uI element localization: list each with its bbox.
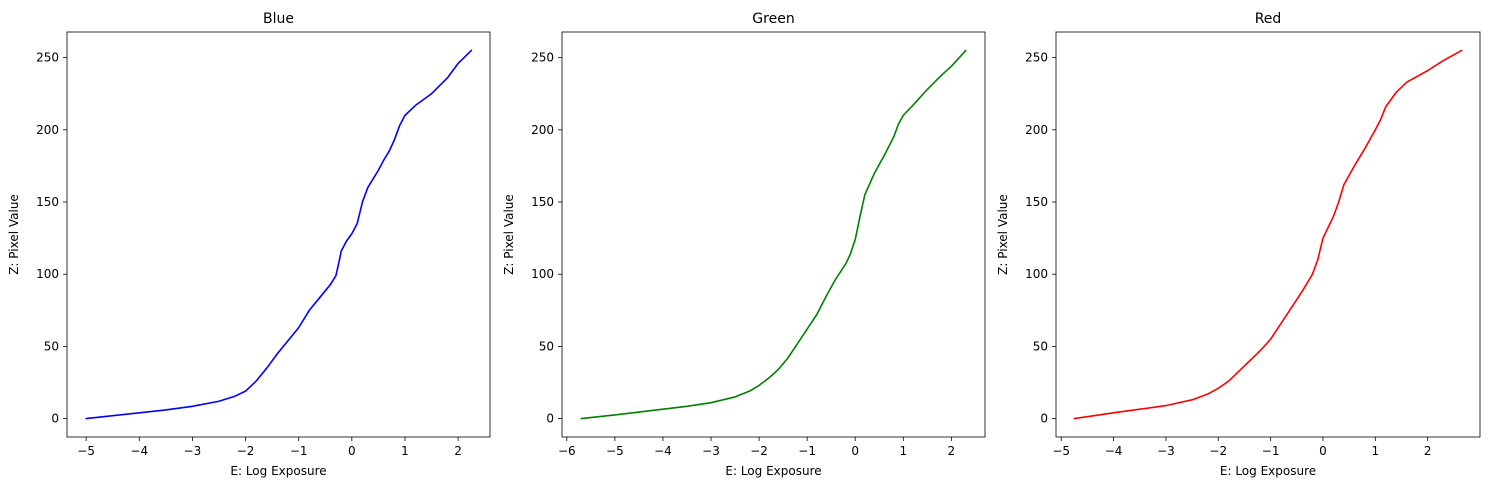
x-tick-label: 0 — [851, 444, 859, 458]
chart-panel-blue: Blue −5 −4 −3 −2 −1 0 1 2 0 50 100 150 200 250 E: Log E… — [7, 11, 491, 478]
series-line-red — [1073, 49, 1463, 420]
y-axis-label: Z: Pixel Value — [502, 194, 516, 275]
chart-title: Blue — [263, 11, 294, 27]
x-tick-label: 1 — [1371, 444, 1379, 458]
x-tick-label: −3 — [702, 444, 720, 458]
y-tick-label: 0 — [51, 412, 59, 426]
y-tick-label: 50 — [1033, 339, 1048, 353]
x-tick-label: 0 — [348, 444, 356, 458]
x-tick-label: 2 — [948, 444, 956, 458]
y-tick-label: 100 — [36, 267, 59, 281]
y-tick-label: 200 — [1025, 123, 1048, 137]
x-tick-label: −6 — [558, 444, 576, 458]
y-tick-label: 200 — [36, 123, 59, 137]
plot-frame — [561, 31, 986, 438]
x-tick-label: 2 — [1424, 444, 1432, 458]
y-tick-label: 50 — [539, 339, 554, 353]
chart-panel-red: Red −5 −4 −3 −2 −1 0 1 2 0 50 100 150 200 250 E: Log Ex… — [996, 11, 1481, 478]
x-tick-label: −4 — [1105, 444, 1123, 458]
chart-panel-green: Green −6 −5 −4 −3 −2 −1 0 1 2 0 50 100 150 200 250 E: Lo… — [502, 11, 986, 478]
x-axis-label: E: Log Exposure — [725, 464, 821, 478]
x-tick-label: −2 — [1209, 444, 1227, 458]
y-tick-label: 150 — [531, 195, 554, 209]
y-tick-label: 100 — [1025, 267, 1048, 281]
y-tick-label: 200 — [531, 123, 554, 137]
y-tick-label: 0 — [546, 412, 554, 426]
x-tick-label: −2 — [750, 444, 768, 458]
plot-frame — [1055, 31, 1481, 438]
y-tick-label: 50 — [44, 339, 59, 353]
x-tick-label: −4 — [130, 444, 148, 458]
chart-title: Red — [1255, 11, 1282, 27]
series-line-green — [580, 49, 967, 420]
x-axis-label: E: Log Exposure — [1220, 464, 1316, 478]
chart-title: Green — [752, 11, 794, 27]
x-tick-label: 1 — [401, 444, 409, 458]
y-tick-label: 0 — [1040, 412, 1048, 426]
x-tick-label: −2 — [237, 444, 255, 458]
y-tick-label: 150 — [1025, 195, 1048, 209]
x-tick-label: −1 — [290, 444, 308, 458]
y-tick-label: 250 — [1025, 51, 1048, 65]
y-tick-label: 250 — [36, 51, 59, 65]
x-tick-label: 0 — [1319, 444, 1327, 458]
plot-frame — [66, 31, 491, 438]
x-tick-label: −4 — [654, 444, 672, 458]
y-tick-label: 100 — [531, 267, 554, 281]
y-tick-label: 150 — [36, 195, 59, 209]
y-axis-label: Z: Pixel Value — [996, 194, 1010, 275]
x-tick-label: −5 — [606, 444, 624, 458]
x-tick-label: 2 — [454, 444, 462, 458]
x-tick-label: −1 — [1262, 444, 1280, 458]
x-tick-label: −5 — [77, 444, 95, 458]
x-tick-label: −1 — [798, 444, 816, 458]
y-tick-label: 250 — [531, 51, 554, 65]
x-tick-label: −3 — [184, 444, 202, 458]
x-tick-label: −5 — [1052, 444, 1070, 458]
y-axis-label: Z: Pixel Value — [7, 194, 21, 275]
x-tick-label: 1 — [899, 444, 907, 458]
series-line-blue — [85, 49, 473, 420]
x-axis-label: E: Log Exposure — [230, 464, 326, 478]
x-tick-label: −3 — [1157, 444, 1175, 458]
